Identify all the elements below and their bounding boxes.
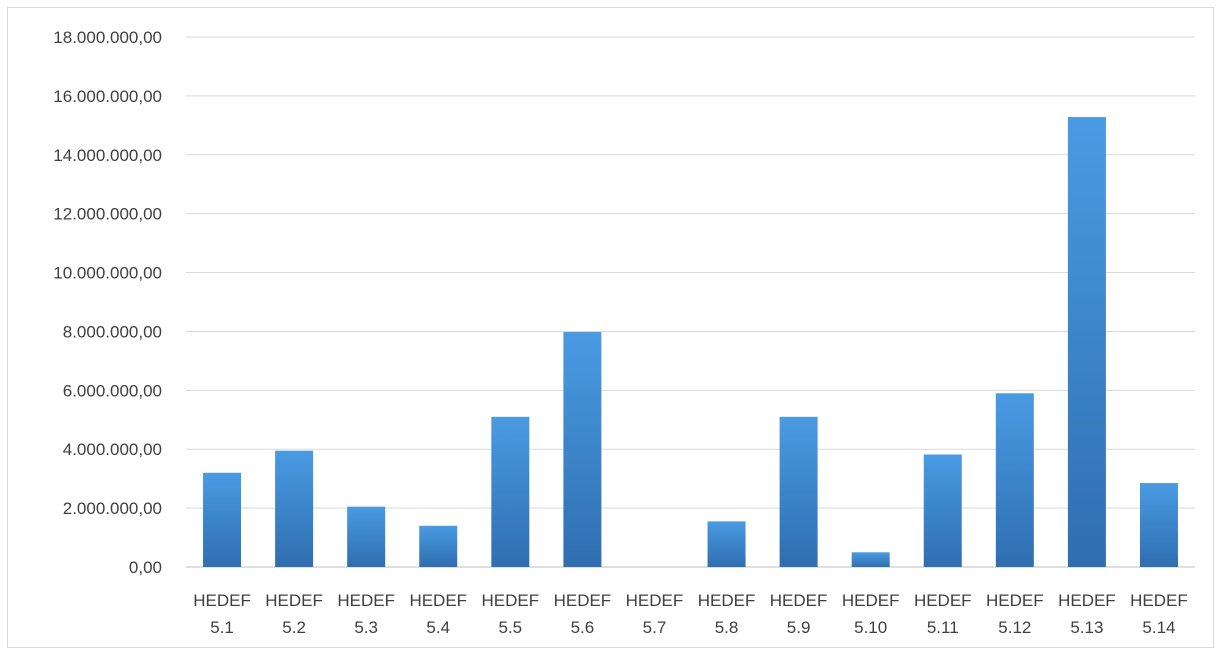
bar bbox=[779, 416, 818, 567]
y-tick-label: 2.000.000,00 bbox=[63, 499, 162, 518]
y-axis-ticks: 0,00 2.000.000,00 4.000.000,00 6.000.000,00… bbox=[53, 28, 162, 577]
y-tick-label: 14.000.000,00 bbox=[53, 146, 162, 165]
bar bbox=[707, 521, 746, 567]
x-tick-label: 5.14 bbox=[1142, 618, 1175, 637]
x-tick-label: 5.11 bbox=[927, 618, 959, 637]
bar bbox=[851, 552, 890, 567]
y-tick-label: 6.000.000,00 bbox=[63, 381, 162, 400]
bar bbox=[275, 450, 314, 567]
x-tick-label: 5.3 bbox=[354, 618, 378, 637]
x-tick-label: 5.12 bbox=[998, 618, 1031, 637]
x-axis-labels: HEDEF 5.1 HEDEF 5.2 HEDEF 5.3 HEDEF 5.4 HEDEF 5.5… bbox=[193, 591, 1188, 637]
x-tick-label: 5.5 bbox=[499, 618, 523, 637]
y-tick-label: 4.000.000,00 bbox=[63, 440, 162, 459]
x-tick-label: HEDEF bbox=[482, 591, 540, 610]
x-tick-label: HEDEF bbox=[1058, 591, 1116, 610]
gridlines bbox=[186, 36, 1195, 568]
bars bbox=[203, 117, 1178, 567]
bar bbox=[995, 393, 1034, 567]
x-tick-label: 5.13 bbox=[1070, 618, 1103, 637]
x-tick-label: HEDEF bbox=[842, 591, 900, 610]
x-tick-label: HEDEF bbox=[914, 591, 972, 610]
x-tick-label: 5.7 bbox=[643, 618, 667, 637]
x-tick-label: 5.8 bbox=[715, 618, 739, 637]
y-tick-label: 16.000.000,00 bbox=[53, 87, 162, 106]
bar bbox=[203, 472, 242, 567]
x-tick-label: 5.1 bbox=[210, 618, 234, 637]
bar bbox=[419, 525, 458, 567]
bar bbox=[1067, 117, 1106, 567]
x-tick-label: HEDEF bbox=[770, 591, 828, 610]
x-tick-label: HEDEF bbox=[337, 591, 395, 610]
bar bbox=[923, 454, 962, 567]
x-tick-label: HEDEF bbox=[554, 591, 612, 610]
x-tick-label: 5.9 bbox=[787, 618, 811, 637]
x-tick-label: HEDEF bbox=[698, 591, 756, 610]
x-tick-label: 5.2 bbox=[282, 618, 306, 637]
x-tick-label: HEDEF bbox=[193, 591, 251, 610]
bar bbox=[347, 506, 386, 567]
x-tick-label: 5.10 bbox=[854, 618, 887, 637]
y-tick-label: 10.000.000,00 bbox=[53, 264, 162, 283]
x-tick-label: HEDEF bbox=[409, 591, 467, 610]
x-tick-label: HEDEF bbox=[1130, 591, 1188, 610]
y-tick-label: 8.000.000,00 bbox=[63, 322, 162, 341]
y-tick-label: 18.000.000,00 bbox=[53, 28, 162, 47]
y-tick-label: 0,00 bbox=[129, 558, 162, 577]
x-tick-label: 5.4 bbox=[426, 618, 450, 637]
bar bbox=[563, 332, 602, 567]
x-tick-label: 5.6 bbox=[571, 618, 595, 637]
bar bbox=[1139, 483, 1178, 567]
x-tick-label: HEDEF bbox=[626, 591, 684, 610]
y-tick-label: 12.000.000,00 bbox=[53, 205, 162, 224]
bar bbox=[491, 416, 530, 567]
x-tick-label: HEDEF bbox=[265, 591, 323, 610]
x-tick-label: HEDEF bbox=[986, 591, 1044, 610]
